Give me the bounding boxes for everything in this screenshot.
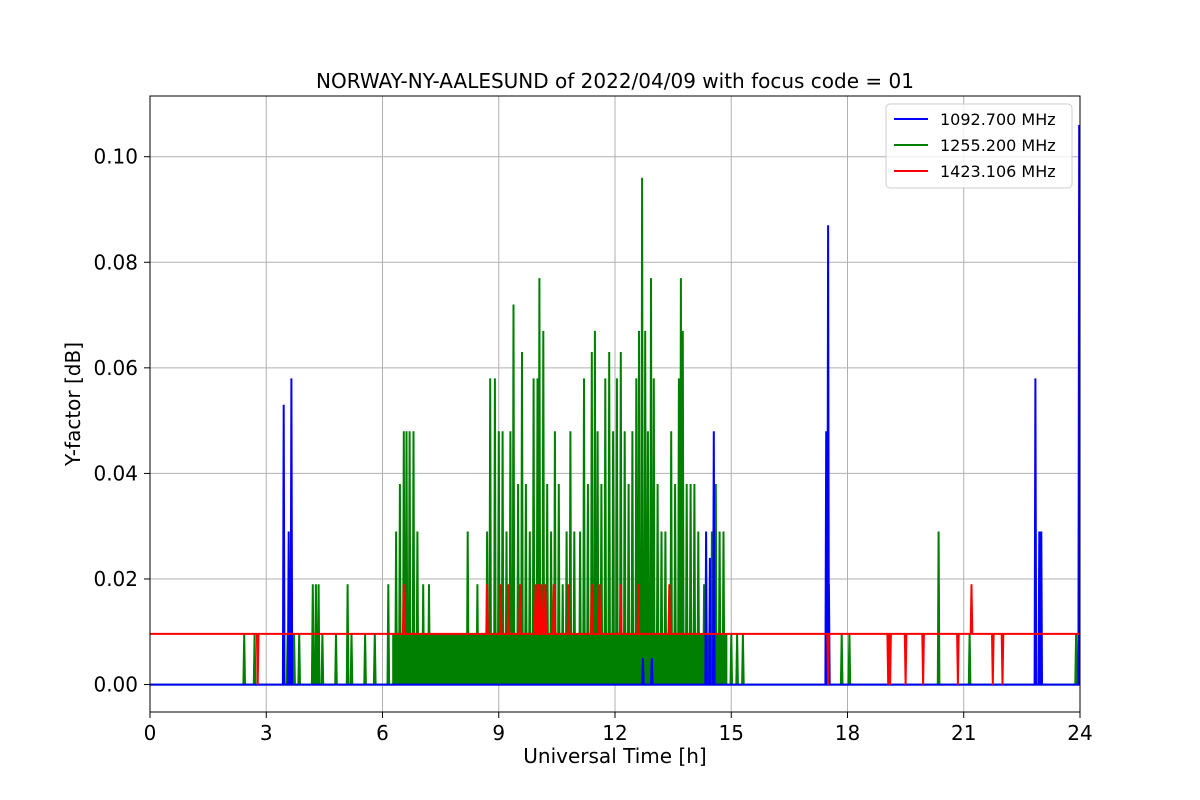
- x-tick-label: 0: [144, 721, 157, 745]
- y-tick-label: 0.02: [93, 567, 138, 591]
- legend-entry: 1255.200 MHz: [940, 136, 1056, 155]
- series-2: [150, 584, 1080, 685]
- series-line: [150, 124, 1080, 686]
- series-line: [150, 177, 1080, 686]
- series-0: [150, 124, 1080, 686]
- legend: 1092.700 MHz 1255.200 MHz 1423.106 MHz: [885, 103, 1073, 189]
- y-tick-label: 0.04: [93, 461, 138, 485]
- x-tick-label: 24: [1067, 721, 1092, 745]
- ticks: 0 3 6 9 12 15 18 21 24 0.00 0.02 0.04 0.06 0.08 0.10: [93, 145, 1092, 745]
- y-tick-label: 0.00: [93, 673, 138, 697]
- legend-entry: 1423.106 MHz: [940, 162, 1056, 181]
- y-tick-label: 0.10: [93, 145, 138, 169]
- y-tick-label: 0.06: [93, 356, 138, 380]
- x-axis-label: Universal Time [h]: [523, 744, 706, 768]
- y-tick-label: 0.08: [93, 250, 138, 274]
- x-tick-label: 15: [719, 721, 744, 745]
- series-1: [150, 177, 1080, 686]
- x-tick-label: 9: [492, 721, 505, 745]
- plot-area: [150, 124, 1080, 686]
- legend-entry: 1092.700 MHz: [940, 110, 1056, 129]
- x-tick-label: 21: [951, 721, 976, 745]
- legend-box: [885, 103, 1073, 189]
- y-axis-label: Y-factor [dB]: [61, 342, 85, 467]
- x-tick-label: 6: [376, 721, 389, 745]
- chart-title: NORWAY-NY-AALESUND of 2022/04/09 with fo…: [316, 69, 914, 93]
- x-tick-label: 12: [602, 721, 627, 745]
- x-tick-label: 18: [835, 721, 860, 745]
- series-line: [150, 584, 1080, 685]
- x-tick-label: 3: [260, 721, 273, 745]
